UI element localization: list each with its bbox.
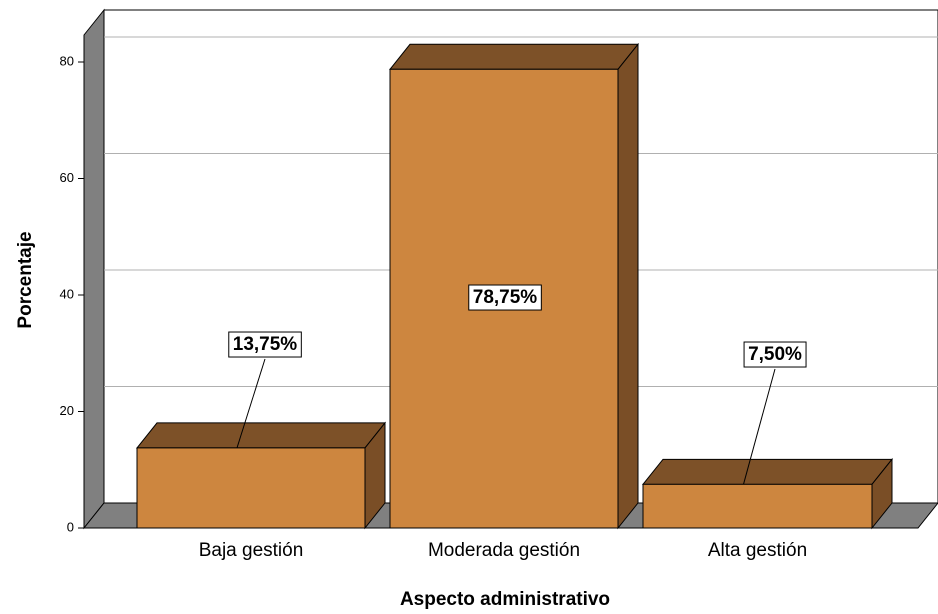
x-tick-label: Alta gestión bbox=[708, 540, 807, 561]
bar-front bbox=[642, 483, 873, 529]
value-label: 13,75% bbox=[233, 334, 298, 355]
value-label-box bbox=[468, 284, 542, 311]
y-tick-label: 80 bbox=[60, 53, 74, 68]
leader-line bbox=[236, 358, 266, 449]
left-wall bbox=[83, 8, 105, 530]
x-tick-label: Moderada gestión bbox=[428, 540, 580, 561]
bar-top bbox=[135, 422, 387, 449]
y-axis-title: Porcentaje bbox=[15, 231, 36, 328]
value-label: 78,75% bbox=[473, 287, 538, 308]
y-tick-label: 20 bbox=[60, 403, 74, 418]
value-label-box bbox=[228, 331, 302, 358]
bar-top bbox=[388, 43, 640, 70]
y-tick-label: 40 bbox=[60, 286, 74, 301]
bar-top bbox=[641, 458, 894, 485]
x-tick-label: Baja gestión bbox=[199, 540, 304, 561]
y-tick-label: 0 bbox=[67, 519, 74, 534]
bar bbox=[641, 457, 894, 530]
value-label-box bbox=[743, 341, 807, 368]
bar bbox=[135, 421, 387, 530]
leader-line bbox=[743, 368, 776, 485]
y-tick-label: 60 bbox=[60, 170, 74, 185]
value-label: 7,50% bbox=[748, 344, 802, 365]
x-axis-title: Aspecto administrativo bbox=[400, 589, 610, 610]
bar-front bbox=[136, 447, 366, 529]
bar-side bbox=[617, 42, 639, 530]
